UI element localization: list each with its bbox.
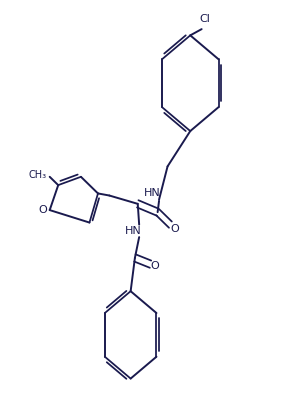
Text: O: O: [170, 224, 179, 234]
Text: CH₃: CH₃: [29, 170, 47, 180]
Text: Cl: Cl: [199, 14, 210, 24]
Text: HN: HN: [144, 188, 160, 198]
Text: HN: HN: [125, 226, 142, 236]
Text: O: O: [38, 205, 47, 215]
Text: O: O: [151, 261, 159, 271]
